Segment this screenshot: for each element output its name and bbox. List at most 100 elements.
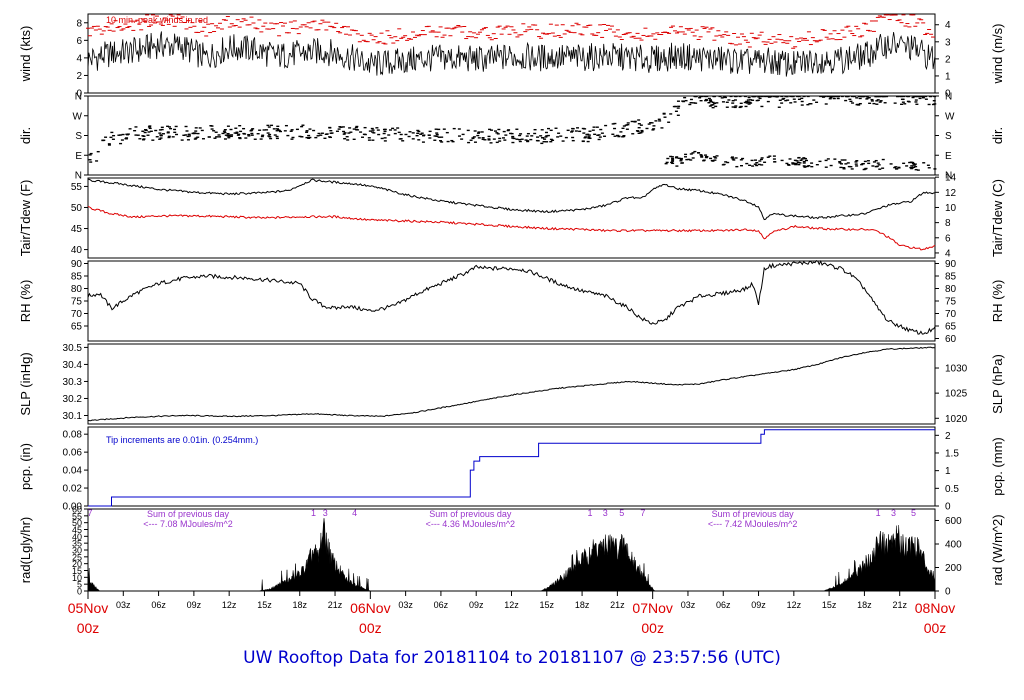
temp-ytick-label-right: 4 bbox=[945, 248, 951, 259]
dir-ytick-label-left: W bbox=[73, 111, 83, 122]
x-date-time-label: 00z bbox=[924, 620, 947, 636]
slp-ytick-label-right: 1030 bbox=[945, 364, 968, 375]
x-hour-label: 09z bbox=[469, 600, 484, 610]
rad-sum-annotation: Sum of previous day bbox=[429, 509, 512, 519]
rh-panel-frame bbox=[87, 260, 936, 342]
rh-ytick-label-left: 85 bbox=[71, 272, 83, 283]
rh-ytick-label-left: 90 bbox=[71, 259, 83, 270]
x-hour-label: 06z bbox=[716, 600, 731, 610]
dir-ytick-label-right: S bbox=[945, 131, 952, 142]
rad-ytick-label-left: 20 bbox=[72, 559, 82, 569]
temp-ylabel-right: Tair/Tdew (C) bbox=[990, 179, 1005, 257]
slp-ylabel-left: SLP (inHg) bbox=[18, 352, 33, 415]
dir-ytick-label-right: N bbox=[945, 92, 952, 103]
temp-ytick-label-right: 8 bbox=[945, 218, 951, 229]
rad-ytick-label-right: 200 bbox=[945, 563, 962, 574]
rad-ytick-label-left: 60 bbox=[72, 505, 82, 515]
x-date-time-label: 00z bbox=[641, 620, 664, 636]
dir-ytick-label-left: E bbox=[75, 151, 82, 162]
rad-ytick-label-left: 30 bbox=[72, 546, 82, 556]
rad-hour-mark: 5 bbox=[911, 508, 916, 518]
pcp-cumulative-line bbox=[88, 429, 935, 507]
temp-ylabel-left: Tair/Tdew (F) bbox=[18, 180, 33, 257]
dir-ytick-label-left: N bbox=[75, 92, 82, 103]
rad-hour-mark: 1 bbox=[876, 508, 881, 518]
x-hour-label: 18z bbox=[857, 600, 872, 610]
wind-ytick-label-left: 2 bbox=[76, 71, 82, 82]
wind-mean-line bbox=[87, 31, 936, 77]
x-hour-label: 21z bbox=[892, 600, 907, 610]
rad-ylabel-left: rad(Lgly/hr) bbox=[18, 517, 33, 583]
rad-hour-mark: 3 bbox=[323, 508, 328, 518]
rh-ytick-label-left: 75 bbox=[71, 297, 83, 308]
rad-sum-annotation: <--- 7.42 MJoules/m^2 bbox=[708, 519, 798, 529]
rad-ytick-label-left: 10 bbox=[72, 573, 82, 583]
wind-ytick-label-left: 8 bbox=[76, 18, 82, 29]
rh-ylabel-right: RH (%) bbox=[990, 280, 1005, 323]
temp-ytick-label-right: 14 bbox=[945, 173, 957, 184]
x-hour-label: 09z bbox=[751, 600, 766, 610]
pcp-ytick-label-left: 0.00 bbox=[63, 502, 83, 513]
pcp-ylabel-left: pcp. (in) bbox=[18, 443, 33, 490]
rad-ytick-label-left: 0 bbox=[77, 587, 82, 597]
x-date-label: 06Nov bbox=[350, 600, 390, 616]
slp-ytick-label-left: 30.1 bbox=[63, 411, 83, 422]
rad-hour-mark: 7 bbox=[640, 508, 645, 518]
rh-ytick-label-right: 90 bbox=[945, 259, 957, 270]
pcp-ytick-label-right: 1.5 bbox=[945, 448, 959, 459]
x-hour-label: 03z bbox=[681, 600, 696, 610]
wind-ytick-label-left: 6 bbox=[76, 36, 82, 47]
x-hour-label: 15z bbox=[822, 600, 837, 610]
rad-ylabel-right: rad (W/m^2) bbox=[990, 514, 1005, 585]
wind-ylabel-left: wind (kts) bbox=[18, 26, 33, 83]
rad-sum-annotation: <--- 7.08 MJoules/m^2 bbox=[143, 519, 233, 529]
wind-ytick-label-left: 0 bbox=[76, 89, 82, 100]
x-hour-label: 03z bbox=[116, 600, 131, 610]
x-date-label: 08Nov bbox=[915, 600, 955, 616]
rad-ytick-label-right: 0 bbox=[945, 587, 951, 598]
pcp-ytick-label-right: 1 bbox=[945, 466, 951, 477]
page-title: UW Rooftop Data for 20181104 to 20181107… bbox=[243, 648, 781, 668]
pcp-ytick-label-right: 0.5 bbox=[945, 484, 959, 495]
rad-hour-mark: 3 bbox=[603, 508, 608, 518]
rad-ytick-label-left: 5 bbox=[77, 580, 82, 590]
temp-panel-frame bbox=[87, 177, 936, 259]
x-hour-label: 12z bbox=[787, 600, 802, 610]
rh-ytick-label-left: 65 bbox=[71, 322, 83, 333]
wind-annotation: 10 min. peak winds in red bbox=[106, 15, 208, 25]
rad-solar-area bbox=[87, 518, 936, 592]
x-hour-label: 03z bbox=[398, 600, 413, 610]
dir-ytick-label-right: N bbox=[945, 171, 952, 182]
slp-slp-line bbox=[87, 346, 936, 422]
slp-ylabel-right: SLP (hPa) bbox=[990, 354, 1005, 414]
pcp-ytick-label-left: 0.02 bbox=[63, 484, 83, 495]
slp-ytick-label-right: 1020 bbox=[945, 414, 968, 425]
x-date-time-label: 00z bbox=[77, 620, 100, 636]
dir-ylabel-left: dir. bbox=[18, 127, 33, 144]
rh-ytick-label-right: 70 bbox=[945, 309, 957, 320]
dir-ytick-label-right: E bbox=[945, 151, 952, 162]
rh-ytick-label-right: 65 bbox=[945, 322, 957, 333]
wind-ytick-label-right: 4 bbox=[945, 20, 951, 31]
wind-ytick-label-left: 4 bbox=[76, 53, 82, 64]
x-hour-label: 18z bbox=[575, 600, 590, 610]
pcp-panel-frame bbox=[87, 426, 936, 507]
x-date-time-label: 00z bbox=[359, 620, 382, 636]
x-date-label: 05Nov bbox=[68, 600, 108, 616]
slp-ytick-label-left: 30.4 bbox=[63, 360, 83, 371]
rad-ytick-label-left: 15 bbox=[72, 566, 82, 576]
slp-ytick-label-left: 30.5 bbox=[63, 343, 83, 354]
temp-ytick-label-right: 10 bbox=[945, 203, 957, 214]
rad-ytick-label-left: 50 bbox=[72, 518, 82, 528]
rad-hour-mark: 1 bbox=[311, 508, 316, 518]
rad-ytick-label-left: 35 bbox=[72, 539, 82, 549]
x-hour-label: 09z bbox=[187, 600, 202, 610]
pcp-ytick-label-right: 2 bbox=[945, 431, 951, 442]
rh-ytick-label-right: 75 bbox=[945, 297, 957, 308]
x-hour-label: 12z bbox=[504, 600, 519, 610]
temp-tdew-line bbox=[87, 206, 936, 251]
rad-ytick-label-left: 40 bbox=[72, 532, 82, 542]
pcp-ytick-label-left: 0.04 bbox=[63, 466, 83, 477]
dir-ytick-label-right: W bbox=[945, 111, 955, 122]
dir-ylabel-right: dir. bbox=[990, 127, 1005, 144]
